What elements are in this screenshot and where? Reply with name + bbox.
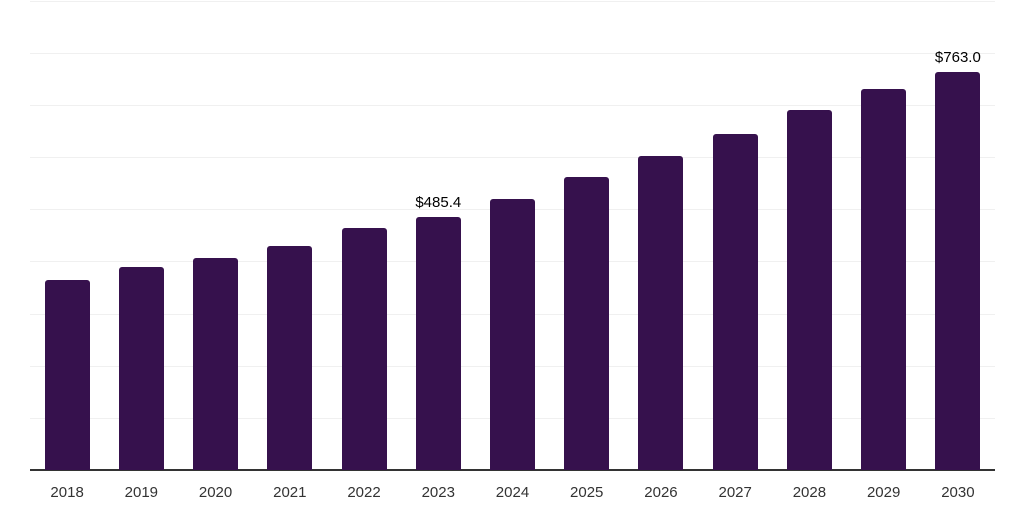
- bar-2022: [341, 227, 387, 470]
- bar-value-label-2023: $485.4: [415, 193, 462, 211]
- bar-2020: [193, 258, 239, 470]
- bar-2026: [638, 155, 684, 470]
- x-tick-2021: 2021: [273, 484, 307, 501]
- bar-2018: [44, 279, 90, 470]
- gridline-900: [30, 0, 995, 2]
- bar-2025: [564, 176, 610, 470]
- plot-area: $485.4 $763.0: [30, 0, 995, 471]
- gridline-600: [30, 157, 995, 159]
- bar-2024: [490, 198, 535, 470]
- bar-2019: [118, 267, 164, 470]
- x-axis-line: [30, 469, 995, 471]
- x-tick-2020: 2020: [198, 484, 233, 501]
- x-tick-2019: 2019: [124, 484, 159, 501]
- bar-2023: [415, 216, 461, 470]
- bar-2021: [267, 246, 313, 470]
- bar-2029: [861, 89, 907, 470]
- x-tick-2023: 2023: [421, 484, 455, 501]
- x-tick-2026: 2026: [644, 484, 678, 501]
- x-tick-2028: 2028: [792, 484, 827, 501]
- gridline-700: [30, 104, 995, 106]
- x-tick-2024: 2024: [495, 484, 530, 501]
- bar-2030: [935, 72, 981, 470]
- x-tick-2029: 2029: [866, 484, 901, 501]
- x-tick-2025: 2025: [570, 484, 604, 501]
- x-axis-labels: 2018 2019 2020 2021 2022 2023 2024 2025 2026 2027…: [30, 482, 995, 504]
- bar-value-label-2030: $763.0: [934, 49, 981, 67]
- gridline-800: [30, 52, 995, 54]
- bar-2027: [712, 134, 758, 470]
- x-tick-2030: 2030: [941, 484, 975, 501]
- bar-2028: [786, 110, 832, 470]
- x-tick-2027: 2027: [718, 484, 752, 501]
- x-tick-2022: 2022: [347, 484, 381, 501]
- x-tick-2018: 2018: [50, 484, 84, 501]
